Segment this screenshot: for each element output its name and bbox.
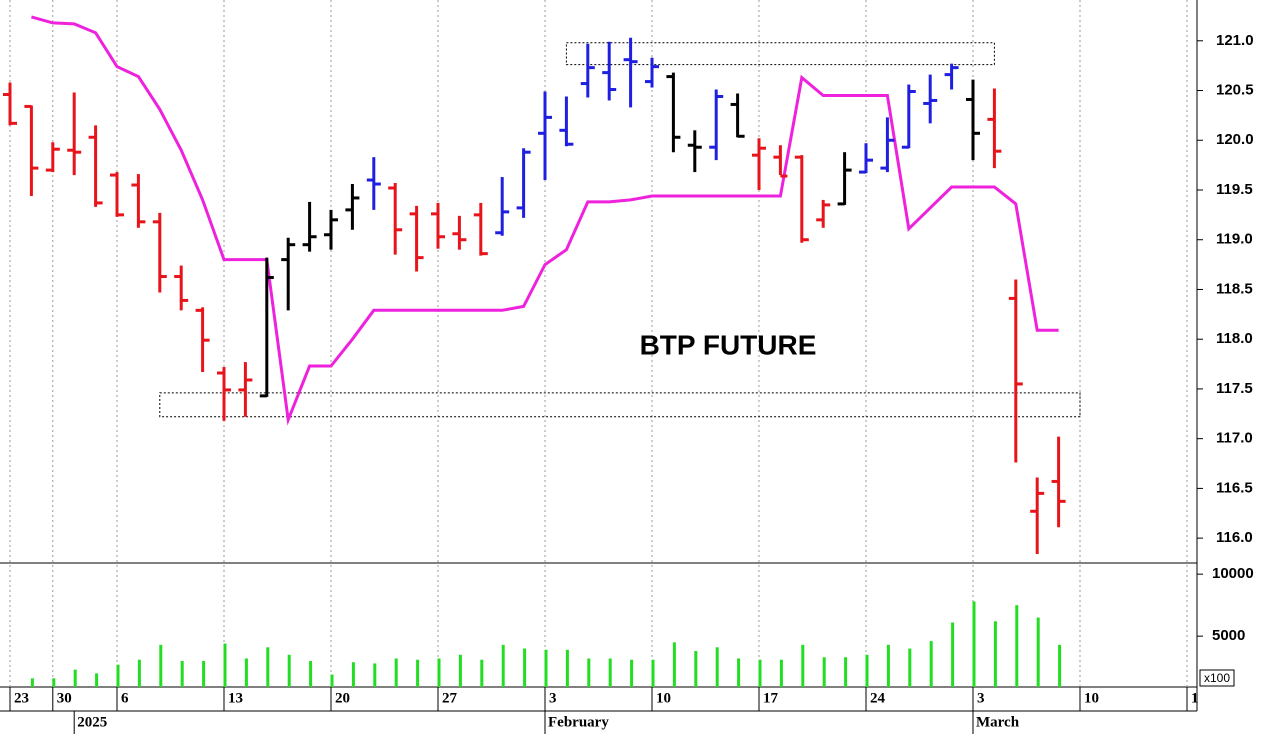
volume-bar bbox=[73, 669, 77, 687]
x-tick-label: 10 bbox=[1084, 690, 1099, 706]
volume-bar bbox=[458, 654, 462, 687]
volume-bar bbox=[951, 622, 955, 687]
y-tick-label: 120.5 bbox=[1216, 81, 1254, 98]
month-label: March bbox=[976, 714, 1020, 730]
volume-bar bbox=[779, 659, 783, 687]
volume-bar bbox=[137, 659, 141, 687]
volume-bar bbox=[437, 658, 441, 687]
x-tick-label: 3 bbox=[977, 690, 985, 706]
y-tick-label: 118.5 bbox=[1216, 280, 1253, 297]
volume-bar bbox=[801, 644, 805, 687]
volume-bar bbox=[694, 651, 698, 687]
y-tick-label: 119.5 bbox=[1216, 181, 1253, 198]
x-tick-label: 10 bbox=[656, 690, 671, 706]
volume-bar bbox=[651, 659, 655, 687]
x-tick-label: 20 bbox=[335, 690, 350, 706]
volume-bar bbox=[715, 647, 719, 687]
volume-bar bbox=[244, 658, 248, 687]
volume-bar bbox=[672, 642, 676, 687]
y-tick-label: 5000 bbox=[1212, 627, 1245, 644]
volume-bar bbox=[844, 657, 848, 687]
volume-bar bbox=[993, 621, 997, 687]
volume-bar bbox=[523, 648, 527, 687]
volume-bar bbox=[30, 678, 34, 687]
x-tick-label: 13 bbox=[228, 690, 243, 706]
y-tick-label: 119.0 bbox=[1216, 231, 1253, 248]
volume-bar bbox=[223, 643, 227, 687]
month-label: 2025 bbox=[77, 714, 107, 730]
volume-bar bbox=[116, 664, 120, 687]
volume-bar bbox=[202, 660, 206, 687]
x-tick-label: 3 bbox=[549, 690, 557, 706]
volume-bar bbox=[180, 660, 184, 687]
volume-bar bbox=[929, 641, 933, 687]
volume-bar bbox=[758, 659, 762, 687]
volume-bar bbox=[501, 644, 505, 687]
y-tick-label: 117.5 bbox=[1216, 380, 1253, 397]
volume-bar bbox=[351, 662, 355, 687]
x-tick-label: 24 bbox=[870, 690, 886, 706]
trailing-line bbox=[30, 15, 1059, 426]
volume-unit: x100 bbox=[1204, 671, 1230, 685]
volume-bar bbox=[822, 657, 826, 687]
volume-bar bbox=[95, 673, 99, 687]
y-tick-label: 118.0 bbox=[1216, 330, 1253, 347]
volume-bar bbox=[608, 658, 612, 687]
x-tick-label: 1 bbox=[1191, 690, 1199, 706]
x-tick-label: 30 bbox=[57, 690, 72, 706]
y-tick-label: 116.0 bbox=[1216, 529, 1253, 546]
unit-box bbox=[1199, 669, 1235, 687]
y-tick-label: 120.0 bbox=[1216, 131, 1254, 148]
volume-bar bbox=[1015, 605, 1019, 687]
zone bbox=[159, 392, 1081, 418]
volume-bar bbox=[865, 654, 869, 687]
volume-bar bbox=[416, 659, 420, 687]
x-tick-label: 6 bbox=[121, 690, 129, 706]
volume-bar bbox=[565, 649, 569, 687]
volume-bar bbox=[394, 658, 398, 687]
chart-title: BTP FUTURE bbox=[640, 329, 817, 360]
y-tick-label: 10000 bbox=[1212, 565, 1254, 582]
volume-bar bbox=[159, 644, 163, 687]
volume-bar bbox=[52, 678, 56, 687]
volume-bar bbox=[330, 674, 334, 687]
volume-bar bbox=[972, 601, 976, 687]
x-tick-label: 17 bbox=[763, 690, 779, 706]
volume-bar bbox=[886, 644, 890, 687]
x-tick-label: 23 bbox=[14, 690, 29, 706]
volume-bar bbox=[908, 648, 912, 687]
volume-bar bbox=[544, 649, 548, 687]
volume-bar bbox=[587, 658, 591, 687]
x-tick-label: 27 bbox=[442, 690, 458, 706]
volume-bar bbox=[480, 659, 484, 687]
month-label: February bbox=[548, 714, 609, 730]
zone bbox=[565, 42, 995, 66]
volume-bar bbox=[373, 663, 377, 687]
y-tick-label: 121.0 bbox=[1216, 32, 1254, 49]
y-tick-label: 117.0 bbox=[1216, 430, 1253, 447]
volume-bar bbox=[630, 659, 634, 687]
volume-bar bbox=[737, 658, 741, 687]
volume-bar bbox=[1036, 617, 1040, 687]
volume-bar bbox=[309, 660, 313, 687]
volume-bar bbox=[1058, 644, 1062, 687]
volume-bar bbox=[266, 647, 270, 687]
volume-bar bbox=[287, 654, 291, 687]
y-tick-label: 116.5 bbox=[1216, 479, 1253, 496]
